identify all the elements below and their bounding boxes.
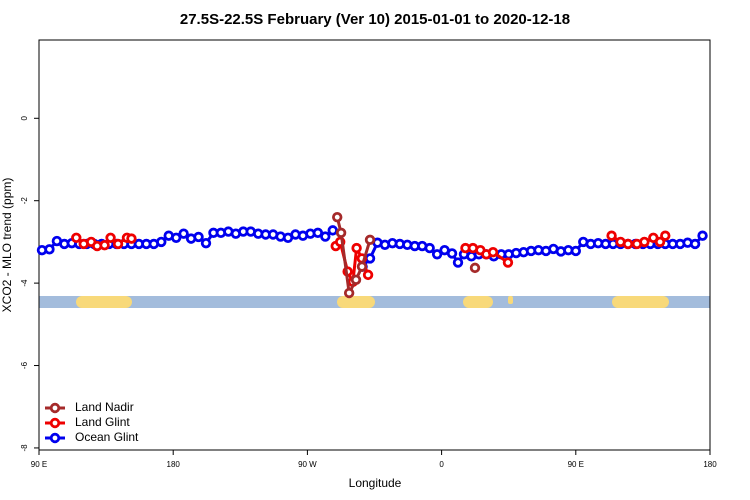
data-point — [105, 232, 116, 243]
data-point — [112, 238, 124, 250]
x-tick-label: 180 — [703, 460, 717, 469]
data-point — [178, 228, 189, 239]
data-point — [689, 238, 701, 250]
data-point — [332, 211, 343, 223]
data-point — [570, 245, 581, 257]
legend-label: Ocean Glint — [75, 430, 139, 444]
data-point — [156, 236, 167, 248]
data-point — [424, 242, 435, 254]
data-point — [193, 231, 204, 243]
y-axis-label: XCO2 - MLO trend (ppm) — [0, 178, 14, 313]
data-point — [606, 230, 617, 241]
land-mask — [39, 296, 710, 308]
data-point — [200, 237, 212, 249]
x-tick-label: 90 E — [568, 460, 584, 469]
data-point — [99, 240, 110, 251]
legend-marker — [49, 417, 61, 429]
land-band — [612, 296, 669, 308]
data-point — [660, 230, 671, 241]
data-point — [622, 238, 634, 250]
y-tick-label: -2 — [20, 197, 29, 205]
data-point — [487, 247, 499, 258]
data-point — [502, 257, 514, 268]
data-point — [335, 227, 347, 239]
land-band — [463, 296, 493, 308]
y-tick-label: -6 — [20, 361, 29, 369]
data-point — [446, 248, 458, 259]
land-band — [76, 296, 132, 308]
data-point — [71, 232, 82, 243]
data-point — [431, 249, 443, 260]
data-point — [320, 231, 331, 242]
legend-label: Land Nadir — [75, 400, 134, 414]
legend-marker — [49, 402, 61, 414]
x-tick-label: 0 — [439, 460, 444, 469]
y-tick-label: 0 — [20, 116, 29, 121]
legend-marker — [49, 432, 61, 444]
data-point — [327, 225, 338, 236]
data-point — [356, 261, 368, 272]
x-tick-label: 90 E — [31, 460, 47, 469]
land-band — [337, 296, 375, 308]
data-point — [343, 287, 355, 299]
data-point — [364, 253, 376, 264]
x-tick-label: 180 — [167, 460, 181, 469]
land-band — [508, 296, 513, 304]
legend-label: Land Glint — [75, 415, 130, 429]
data-point — [697, 230, 708, 241]
plot-frame — [38, 39, 711, 451]
y-tick-label: -8 — [20, 444, 29, 452]
data-point — [364, 234, 376, 246]
x-tick-label: 90 W — [298, 460, 317, 469]
data-point — [170, 232, 182, 243]
data-point — [350, 274, 362, 286]
data-point — [452, 257, 464, 268]
data-point — [44, 244, 55, 255]
chart-title: 27.5S-22.5S February (Ver 10) 2015-01-01… — [180, 11, 570, 28]
data-point — [312, 227, 324, 239]
data-point — [654, 236, 666, 248]
data-point — [351, 242, 362, 254]
data-point — [639, 236, 650, 248]
y-tick-label: -4 — [20, 279, 29, 287]
x-axis-label: Longitude — [349, 476, 402, 490]
data-point — [362, 269, 374, 281]
data-point — [469, 262, 481, 274]
data-point — [126, 233, 137, 244]
